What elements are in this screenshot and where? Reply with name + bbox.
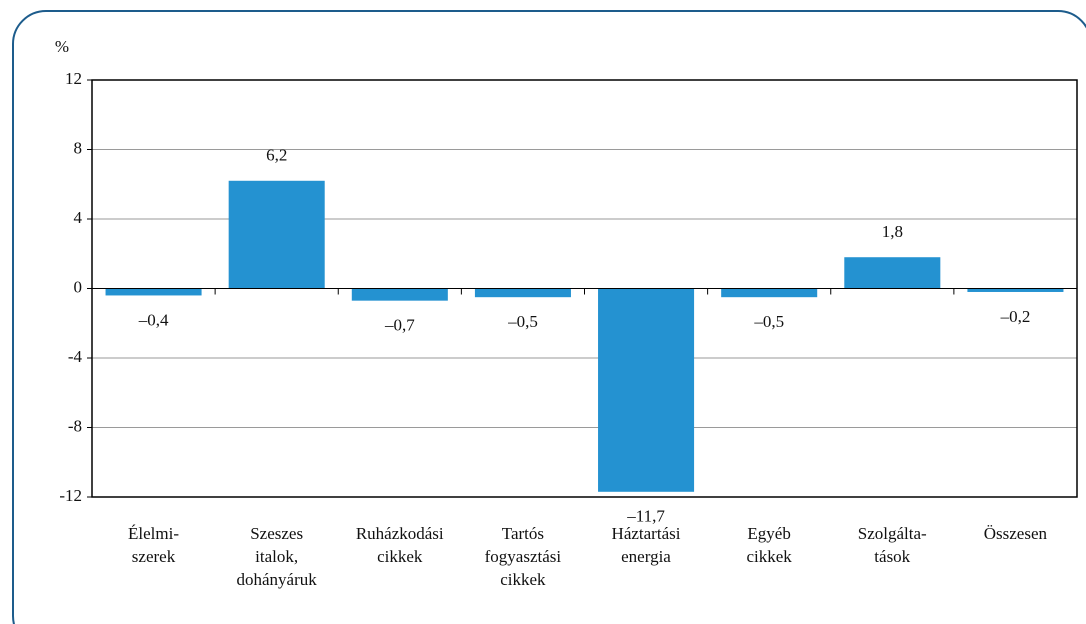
y-tick-label: -8 <box>68 416 82 435</box>
y-tick-label: -4 <box>68 347 83 366</box>
bar <box>967 288 1064 292</box>
x-tick-label: Ruházkodási cikkek <box>355 524 444 566</box>
value-label: –0,5 <box>507 312 538 331</box>
x-tick-label: Tartós fogyasztási cikkek <box>484 524 562 589</box>
bar <box>844 257 941 289</box>
x-tick-label: Összesen <box>983 524 1047 543</box>
x-tick-label: Egyéb cikkek <box>746 524 792 566</box>
value-label: –11,7 <box>626 507 665 526</box>
y-axis-unit: % <box>55 37 69 56</box>
value-label: –0,4 <box>138 310 169 329</box>
bar <box>105 288 202 296</box>
bar <box>474 288 571 298</box>
value-label: –0,2 <box>1000 307 1031 326</box>
x-tick-label: Háztartási energia <box>611 524 681 566</box>
bar <box>228 180 325 289</box>
x-tick-label: Szolgálta- tások <box>857 524 927 566</box>
value-label: –0,5 <box>753 312 784 331</box>
value-label: 6,2 <box>266 146 287 165</box>
bar <box>351 288 448 301</box>
bar <box>598 288 695 492</box>
y-tick-label: 12 <box>65 69 82 88</box>
y-tick-label: 8 <box>74 138 83 157</box>
y-tick-label: -12 <box>59 486 82 505</box>
frame <box>12 10 1086 624</box>
x-tick-label: Élelmi- szerek <box>128 524 179 566</box>
y-tick-label: 4 <box>74 208 83 227</box>
bar <box>721 288 818 298</box>
value-label: –0,7 <box>384 316 415 335</box>
y-tick-label: 0 <box>74 277 83 296</box>
value-label: 1,8 <box>882 222 903 241</box>
x-tick-label: Szeszes italok, dohányáruk <box>236 524 317 589</box>
